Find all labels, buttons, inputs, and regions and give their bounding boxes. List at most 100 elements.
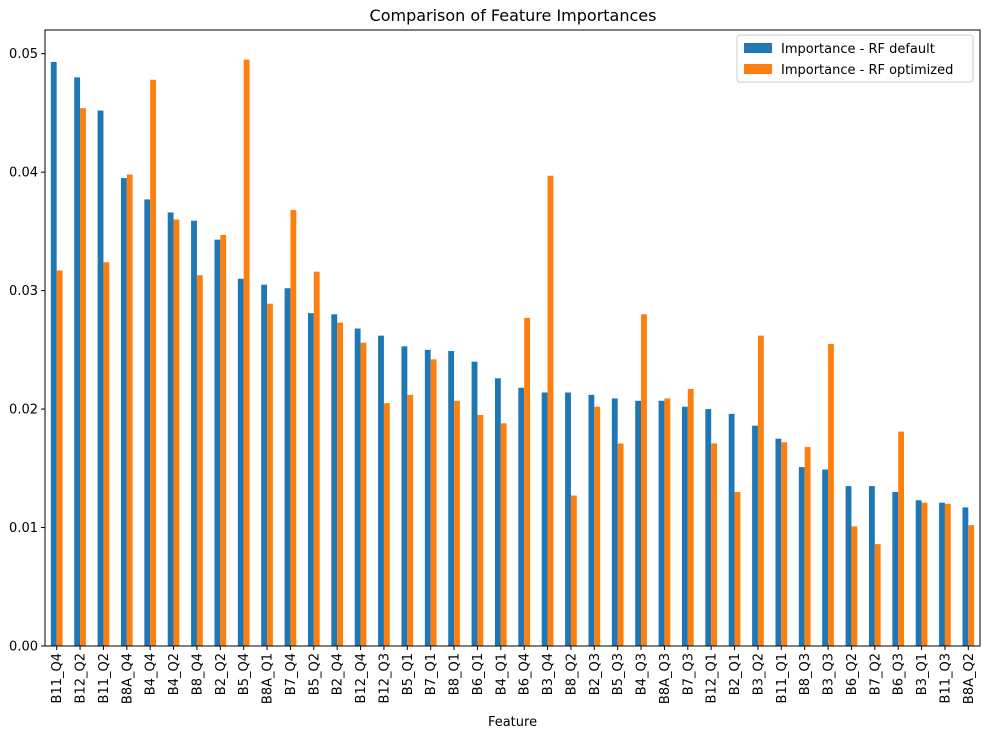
bar-rf-optimized-b3_q4 — [547, 175, 554, 646]
bar-rf-optimized-b4_q2 — [173, 219, 180, 647]
x-tick-label-b12_q3: B12_Q3 — [377, 653, 392, 703]
bar-rf-default-b11_q1 — [775, 438, 782, 646]
bar-rf-optimized-b2_q2 — [220, 234, 227, 646]
bar-rf-optimized-b7_q1 — [430, 359, 437, 646]
bar-rf-default-b6_q2 — [845, 486, 852, 646]
x-tick-label-b5_q3: B5_Q3 — [611, 653, 626, 695]
bar-rf-default-b2_q2 — [214, 239, 221, 646]
bar-rf-default-b3_q4 — [541, 392, 548, 646]
bar-rf-default-b8_q1 — [448, 351, 455, 646]
x-tick-label-b7_q3: B7_Q3 — [681, 653, 696, 695]
bar-rf-default-b7_q1 — [424, 349, 431, 646]
bar-rf-optimized-b2_q1 — [734, 492, 741, 646]
y-tick-label: 0.00 — [9, 640, 38, 655]
bar-rf-optimized-b12_q3 — [383, 403, 390, 646]
bar-rf-default-b7_q3 — [681, 406, 688, 646]
x-tick-label-b8a_q1: B8A_Q1 — [261, 653, 276, 704]
legend-box — [736, 34, 974, 83]
bar-rf-optimized-b12_q4 — [360, 342, 367, 646]
x-tick-label-b7_q4: B7_Q4 — [284, 653, 299, 695]
bar-rf-optimized-b11_q2 — [103, 262, 110, 646]
bar-rf-default-b12_q1 — [705, 409, 712, 646]
bar-rf-default-b2_q4 — [331, 314, 338, 646]
x-tick-label-b4_q4: B4_Q4 — [144, 653, 159, 695]
bar-rf-optimized-b6_q4 — [524, 317, 531, 646]
x-tick-label-b2_q3: B2_Q3 — [588, 653, 603, 695]
bar-rf-optimized-b5_q3 — [617, 443, 624, 646]
bar-rf-default-b5_q1 — [401, 346, 408, 646]
y-tick-label: 0.01 — [9, 521, 38, 536]
x-tick-label-b2_q4: B2_Q4 — [331, 653, 346, 695]
bar-rf-optimized-b5_q2 — [313, 271, 320, 646]
x-tick-label-b12_q2: B12_Q2 — [74, 653, 89, 703]
x-tick-label-b8a_q3: B8A_Q3 — [658, 653, 673, 704]
bar-rf-default-b8a_q3 — [658, 400, 665, 646]
bar-rf-optimized-b8a_q2 — [968, 525, 975, 646]
bar-rf-default-b4_q4 — [144, 199, 151, 646]
y-tick-label: 0.04 — [9, 166, 38, 181]
x-tick-label-b3_q3: B3_Q3 — [822, 653, 837, 695]
bar-rf-default-b7_q4 — [284, 288, 291, 646]
bar-rf-default-b8_q4 — [191, 220, 197, 646]
bar-rf-optimized-b8a_q1 — [267, 303, 273, 646]
bar-rf-optimized-b8_q1 — [454, 400, 460, 646]
x-tick-label-b5_q1: B5_Q1 — [401, 653, 416, 695]
bar-rf-default-b12_q4 — [354, 328, 361, 646]
x-axis-label: Feature — [488, 715, 537, 730]
x-tick-label-b7_q1: B7_Q1 — [424, 653, 439, 695]
bar-rf-optimized-b6_q1 — [477, 415, 484, 646]
bar-rf-optimized-b6_q2 — [851, 526, 858, 646]
bar-rf-optimized-b4_q1 — [500, 423, 507, 646]
x-tick-label-b11_q1: B11_Q1 — [775, 653, 790, 703]
x-tick-label-b4_q1: B4_Q1 — [494, 653, 509, 695]
bars-group — [50, 59, 975, 647]
x-tick-label-b12_q1: B12_Q1 — [705, 653, 720, 703]
bar-rf-optimized-b5_q4 — [243, 59, 250, 647]
chart-title: Comparison of Feature Importances — [370, 6, 657, 25]
bar-rf-default-b8_q3 — [798, 467, 805, 646]
bar-rf-default-b8_q2 — [565, 392, 571, 646]
x-tick-label-b11_q4: B11_Q4 — [50, 653, 65, 703]
bar-rf-optimized-b2_q3 — [594, 406, 601, 646]
bar-rf-optimized-b8a_q4 — [126, 174, 133, 646]
x-tick-label-b8_q3: B8_Q3 — [798, 653, 813, 695]
x-tick-label-b8a_q2: B8A_Q2 — [962, 653, 977, 704]
bar-rf-default-b12_q3 — [378, 335, 384, 646]
bar-rf-default-b5_q3 — [611, 398, 618, 646]
bar-rf-default-b8a_q4 — [120, 178, 127, 646]
bar-rf-default-b4_q3 — [635, 400, 642, 646]
bar-rf-optimized-b11_q4 — [56, 270, 63, 646]
bar-rf-optimized-b4_q4 — [150, 79, 157, 646]
bar-rf-default-b11_q4 — [50, 61, 57, 647]
bar-rf-default-b6_q1 — [471, 361, 478, 646]
x-tick-label-b6_q2: B6_Q2 — [845, 653, 860, 695]
bar-rf-optimized-b7_q4 — [290, 210, 297, 646]
bar-rf-default-b4_q1 — [494, 378, 501, 646]
x-tick-label-b11_q3: B11_Q3 — [938, 653, 953, 703]
legend: Importance - RF default Importance - RF o… — [736, 34, 974, 83]
bar-rf-optimized-b12_q1 — [711, 443, 718, 646]
bar-rf-default-b11_q3 — [939, 502, 945, 646]
bar-rf-default-b6_q4 — [518, 387, 525, 646]
x-tick-label-b8_q2: B8_Q2 — [564, 653, 579, 695]
legend-swatch-rf-default — [744, 43, 772, 53]
x-tick-label-b4_q3: B4_Q3 — [635, 653, 650, 695]
bar-rf-optimized-b7_q2 — [874, 544, 881, 646]
bar-rf-default-b11_q2 — [97, 110, 104, 647]
bar-rf-optimized-b5_q1 — [407, 394, 414, 646]
bar-rf-default-b5_q2 — [307, 313, 314, 646]
x-tick-label-b6_q4: B6_Q4 — [518, 653, 533, 695]
bar-rf-default-b3_q2 — [752, 425, 758, 646]
y-tick-label: 0.03 — [9, 284, 38, 299]
legend-label-rf-optimized: Importance - RF optimized — [781, 63, 953, 78]
x-tick-label-b2_q2: B2_Q2 — [214, 653, 229, 695]
bar-rf-default-b6_q3 — [892, 492, 899, 646]
x-axis: B11_Q4 B12_Q2 B11_Q2 B8A_Q4 B4_Q4 B4_Q2 B8_Q4 B… — [50, 646, 977, 704]
x-tick-label-b3_q2: B3_Q2 — [751, 653, 766, 695]
legend-swatch-rf-optimized — [744, 64, 772, 74]
x-tick-label-b12_q4: B12_Q4 — [354, 653, 369, 703]
bar-rf-optimized-b11_q1 — [781, 442, 788, 646]
bar-rf-default-b12_q2 — [74, 77, 81, 646]
bar-rf-default-b8a_q2 — [962, 507, 969, 646]
